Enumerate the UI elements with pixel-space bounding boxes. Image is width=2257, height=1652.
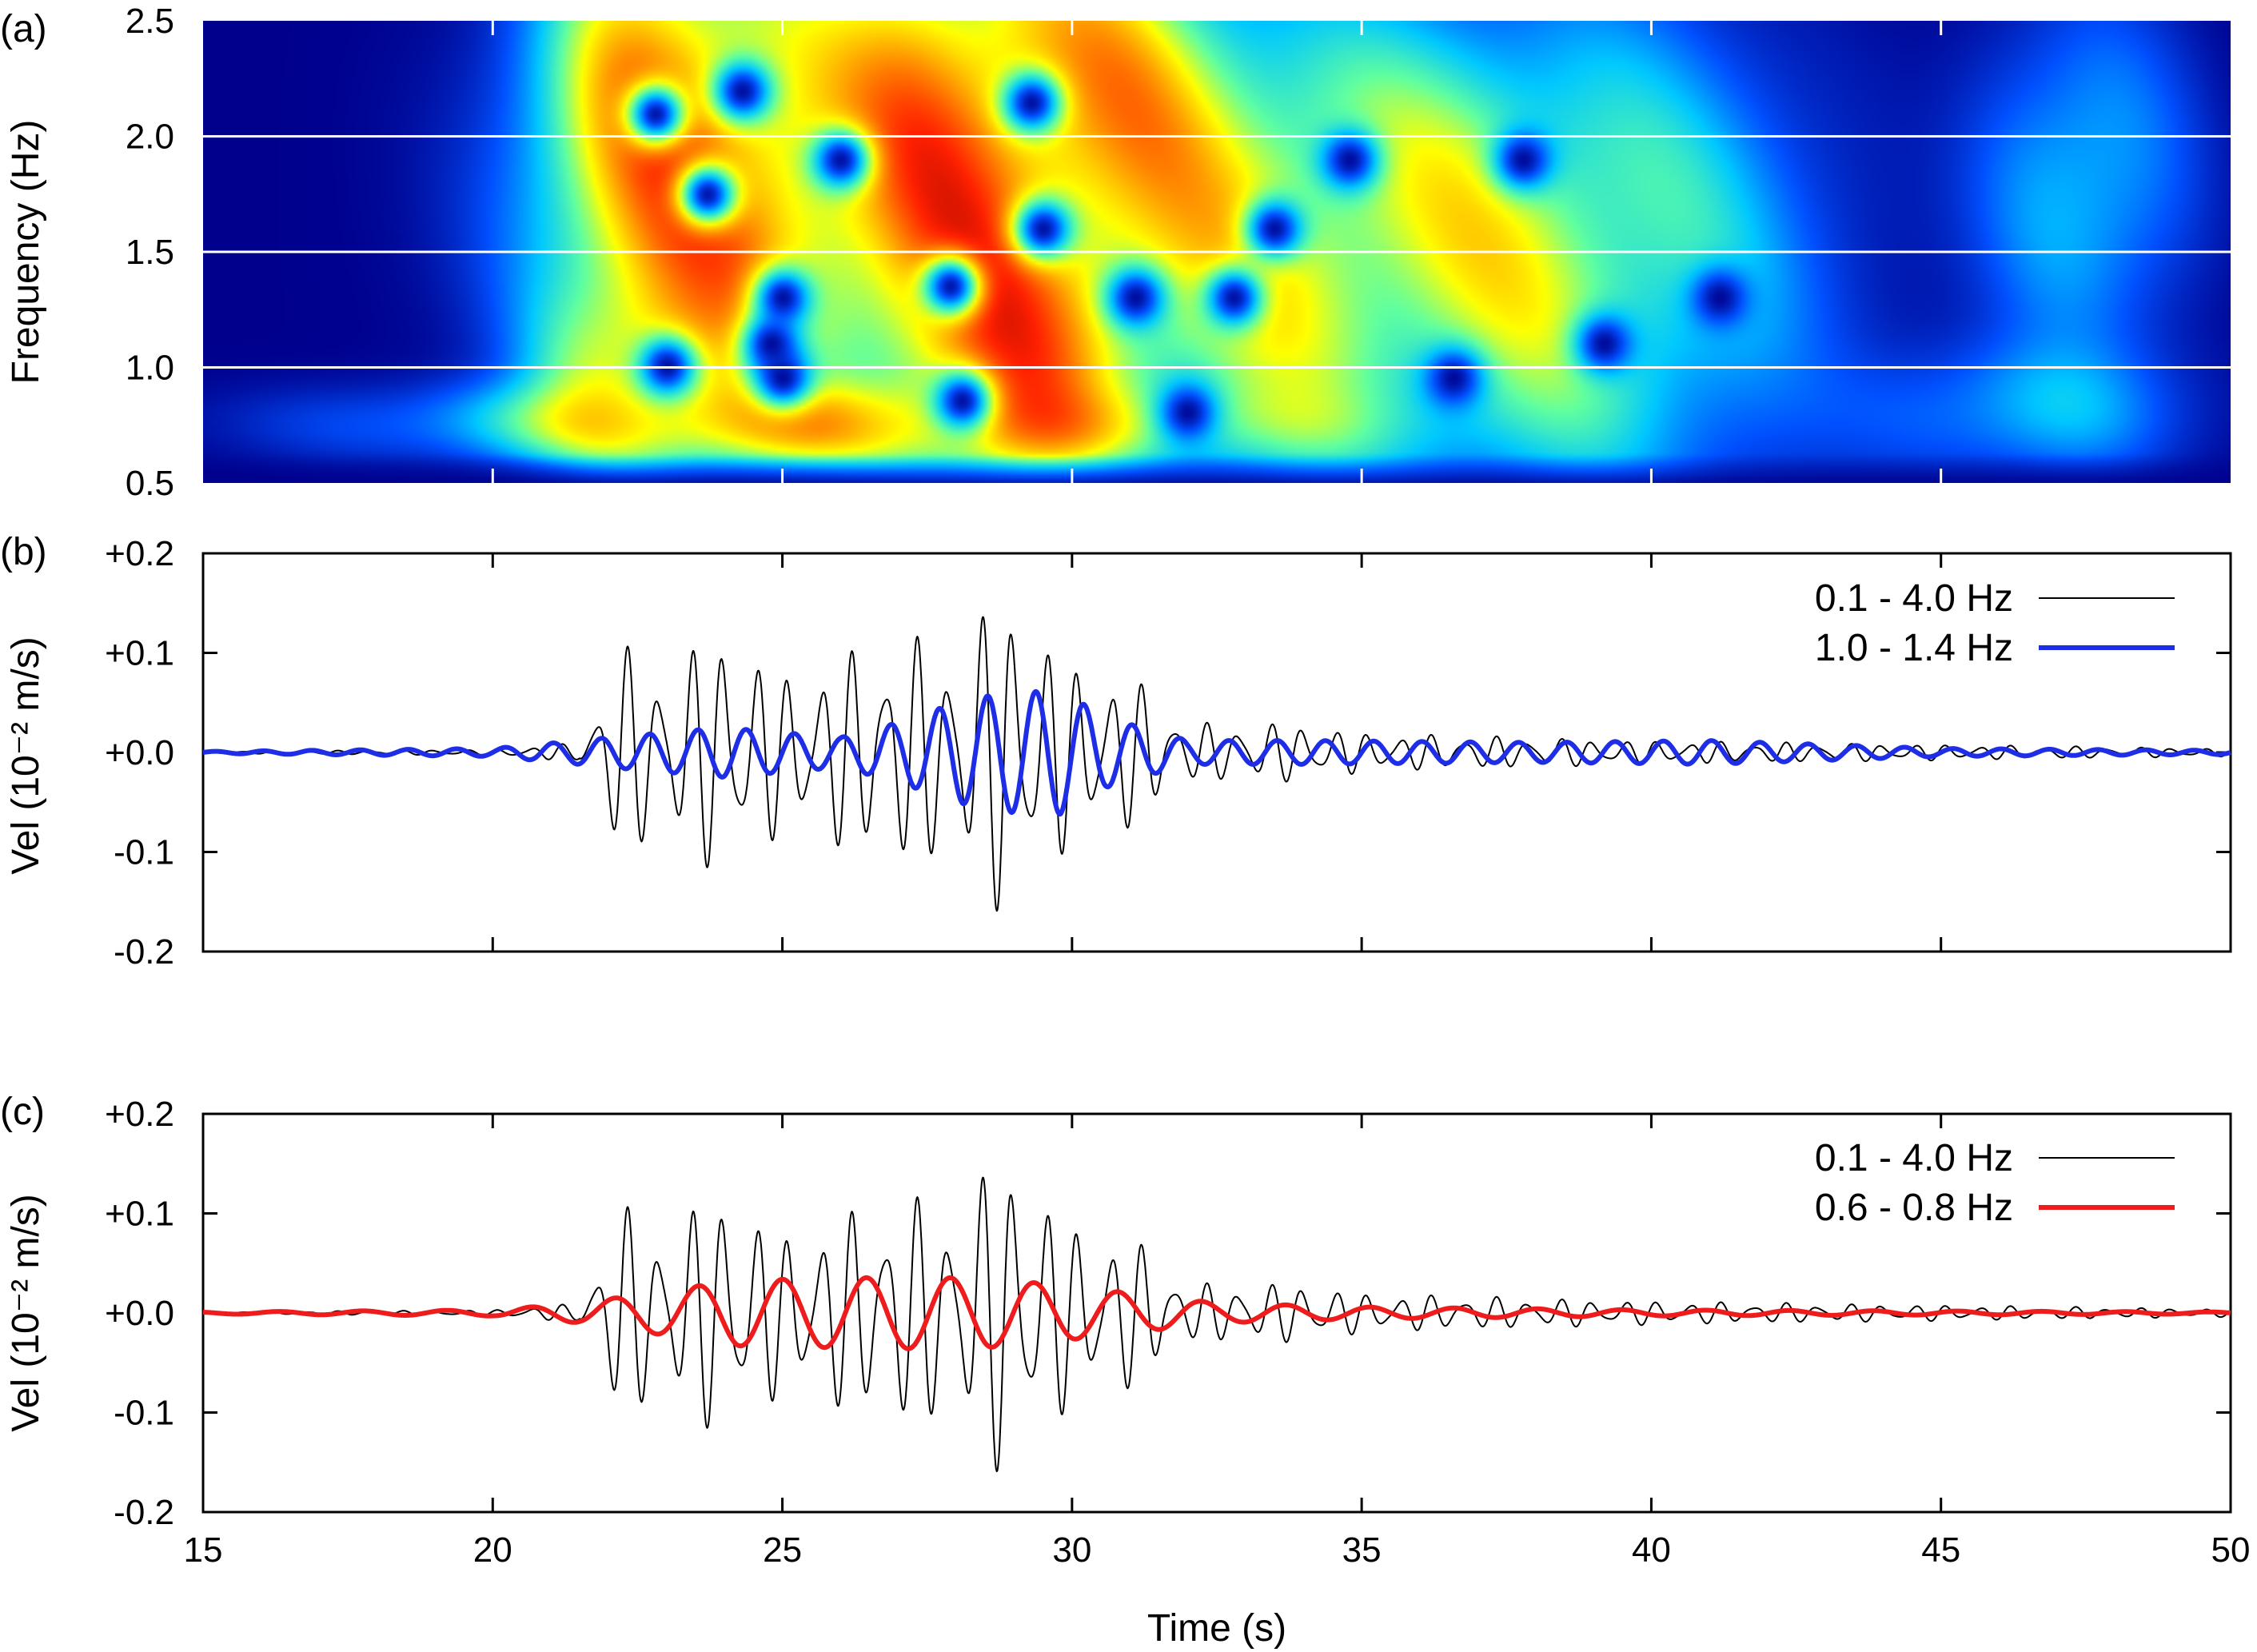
panel-c-y-tick-label-0: +0.2 bbox=[105, 1095, 174, 1134]
panel-a-label: (a) bbox=[0, 8, 47, 50]
panel-c-x-tick-label-5: 40 bbox=[1632, 1530, 1671, 1570]
panel-c-legend: 0.1 - 4.0 Hz 0.6 - 0.8 Hz bbox=[1815, 1137, 2175, 1229]
panel-c-x-tick-label-1: 20 bbox=[473, 1530, 512, 1570]
panel-a-y-tick-label-0: 0.5 bbox=[126, 464, 174, 503]
panel-b-legend: 0.1 - 4.0 Hz 1.0 - 1.4 Hz bbox=[1815, 577, 2175, 669]
panel-a-y-tick-label-4: 2.5 bbox=[126, 2, 174, 41]
panel-c-series bbox=[201, 1176, 2233, 1473]
panel-c-x-tick-label-6: 45 bbox=[1921, 1530, 1960, 1570]
panel-a-y-tick-label-3: 2.0 bbox=[126, 118, 174, 157]
panel-c-series-1 bbox=[201, 1275, 2233, 1351]
panel-b-y-tick-label-1: +0.1 bbox=[105, 634, 174, 673]
panel-a-y-tick-label-1: 1.0 bbox=[126, 349, 174, 388]
x-axis-label: Time (s) bbox=[1147, 1607, 1286, 1650]
panel-c-y-tick-label-3: -0.1 bbox=[114, 1394, 174, 1433]
panel-c-y-tick-label-2: +0.0 bbox=[105, 1294, 174, 1333]
legend-c-entry-1: 0.1 - 4.0 Hz bbox=[1815, 1137, 2013, 1179]
panel-b-y-axis-label: Vel (10⁻² m/s) bbox=[5, 636, 47, 874]
panel-c-x-tick-label-3: 30 bbox=[1052, 1530, 1091, 1570]
frequency-reference-lines bbox=[203, 135, 2231, 369]
panel-b-label: (b) bbox=[0, 531, 47, 573]
panel-c-label: (c) bbox=[0, 1091, 45, 1133]
panel-b-y-tick-label-3: -0.1 bbox=[114, 833, 174, 872]
panel-c-y-tick-label-1: +0.1 bbox=[105, 1195, 174, 1234]
panel-b-series-1 bbox=[201, 688, 2233, 817]
panel-c-series-0 bbox=[202, 1176, 2231, 1473]
legend-b-entry-1: 0.1 - 4.0 Hz bbox=[1815, 577, 2013, 620]
legend-c-entry-2: 0.6 - 0.8 Hz bbox=[1815, 1187, 2013, 1229]
panel-b: (b) +0.2 +0.1 +0.0 -0.1 -0.2 0.1 - 4.0 Hz 1.… bbox=[0, 531, 2233, 972]
panel-c-y-axis-label: Vel (10⁻² m/s) bbox=[5, 1194, 47, 1431]
panel-b-series bbox=[201, 616, 2233, 912]
panel-c-x-tick-label-7: 50 bbox=[2211, 1530, 2251, 1570]
legend-b-entry-2: 1.0 - 1.4 Hz bbox=[1815, 627, 2013, 669]
panel-b-x-ticks bbox=[491, 553, 1943, 952]
panel-c-y-tick-label-4: -0.2 bbox=[114, 1493, 174, 1532]
panel-c-x-tick-label-4: 35 bbox=[1342, 1530, 1382, 1570]
panel-b-y-ticks: +0.2 +0.1 +0.0 -0.1 -0.2 bbox=[105, 534, 2231, 972]
panel-c-y-ticks: +0.2 +0.1 +0.0 -0.1 -0.2 bbox=[105, 1095, 2231, 1532]
panel-c-x-tick-label-0: 15 bbox=[184, 1530, 223, 1570]
panel-c-x-ticks: 15 20 25 30 35 40 45 50 bbox=[184, 1114, 2251, 1570]
panel-a-y-axis-label: Frequency (Hz) bbox=[5, 120, 47, 385]
panel-c-x-tick-label-2: 25 bbox=[763, 1530, 802, 1570]
panel-a-x-ticks bbox=[491, 21, 1943, 483]
panel-b-y-tick-label-0: +0.2 bbox=[105, 534, 174, 573]
panel-c: (c) 15 20 25 30 35 40 45 50 +0.2 +0.1 +0.0 -0.1 -0.… bbox=[0, 1091, 2250, 1650]
panel-a: (a) 0.5 1.0 1.5 2.0 2.5 Frequency (Hz) bbox=[0, 2, 2231, 503]
panel-a-y-tick-label-2: 1.5 bbox=[126, 233, 174, 272]
panel-b-y-tick-label-4: -0.2 bbox=[114, 932, 174, 972]
panel-b-y-tick-label-2: +0.0 bbox=[105, 733, 174, 772]
panel-a-y-ticks: 0.5 1.0 1.5 2.0 2.5 bbox=[126, 2, 174, 503]
